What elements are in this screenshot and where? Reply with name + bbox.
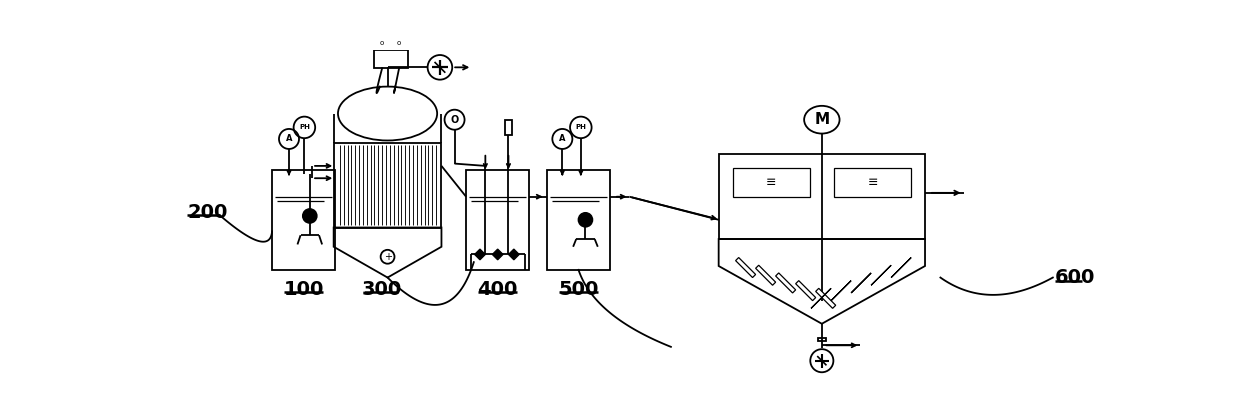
Text: +: + xyxy=(383,252,392,262)
Bar xyxy=(272,170,335,270)
Circle shape xyxy=(303,209,316,223)
Bar xyxy=(547,170,610,270)
Text: A: A xyxy=(559,134,565,144)
Polygon shape xyxy=(796,281,816,301)
Polygon shape xyxy=(492,249,503,260)
Bar xyxy=(835,168,911,197)
Polygon shape xyxy=(892,257,911,278)
Text: M: M xyxy=(815,112,830,127)
Text: o: o xyxy=(379,40,384,46)
Polygon shape xyxy=(475,249,485,260)
Text: 100: 100 xyxy=(284,280,324,299)
Text: PH: PH xyxy=(575,124,587,130)
Text: o: o xyxy=(397,40,401,46)
Text: O: O xyxy=(450,115,459,125)
Bar xyxy=(719,155,925,239)
Text: 500: 500 xyxy=(558,280,599,299)
Bar xyxy=(466,170,529,270)
Bar xyxy=(733,168,810,197)
Circle shape xyxy=(579,213,593,227)
Text: A: A xyxy=(285,134,293,144)
Polygon shape xyxy=(735,257,755,278)
Polygon shape xyxy=(851,273,872,293)
Text: ≡: ≡ xyxy=(766,176,776,189)
Polygon shape xyxy=(776,273,796,293)
Polygon shape xyxy=(755,265,776,285)
Polygon shape xyxy=(831,281,851,301)
Text: 300: 300 xyxy=(361,280,402,299)
Text: PH: PH xyxy=(299,124,310,130)
Polygon shape xyxy=(811,288,831,308)
Text: ≡: ≡ xyxy=(868,176,878,189)
Text: 600: 600 xyxy=(1055,268,1095,287)
Bar xyxy=(373,50,408,68)
Polygon shape xyxy=(508,249,520,260)
Bar xyxy=(818,338,826,341)
Text: 200: 200 xyxy=(187,202,228,222)
Text: 400: 400 xyxy=(477,280,518,299)
Polygon shape xyxy=(816,288,836,308)
Polygon shape xyxy=(872,265,892,285)
Bar xyxy=(334,143,441,228)
Bar xyxy=(505,120,512,135)
